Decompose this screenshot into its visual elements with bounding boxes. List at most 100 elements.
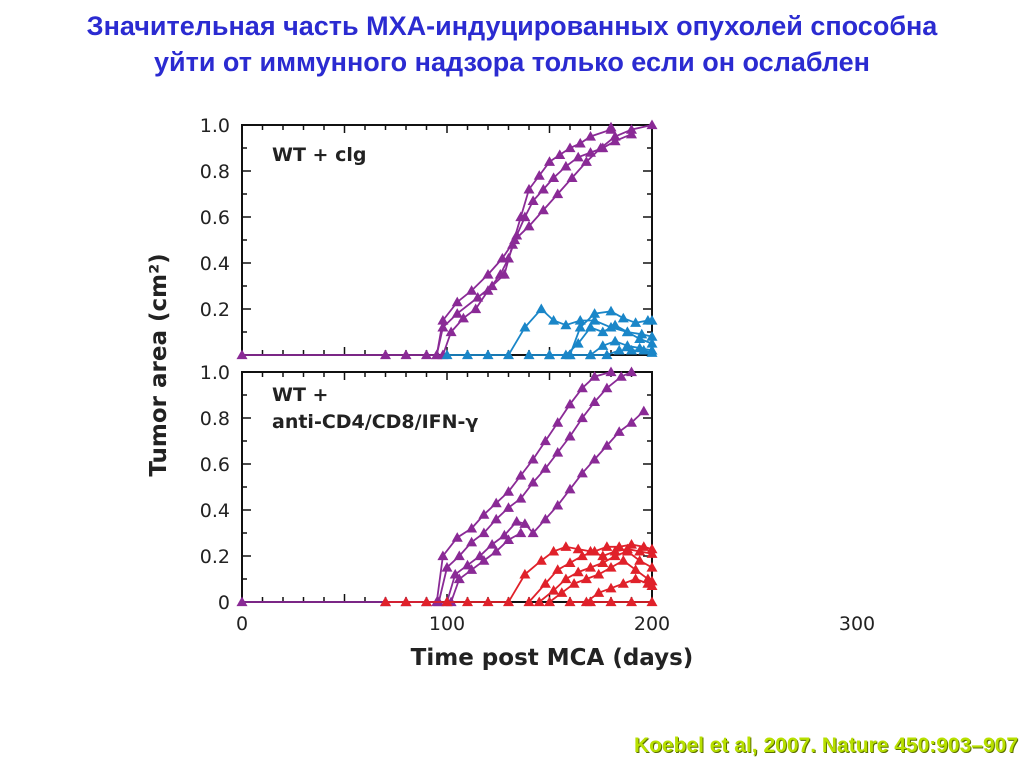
panel-2-series-4-marker (490, 545, 502, 556)
panel-1-series-4-marker (548, 315, 560, 325)
panel-2-series-5-marker (400, 596, 412, 607)
panel-2-series-3-marker (527, 527, 539, 538)
x-tick-label: 100 (429, 613, 465, 635)
panel-1-series-8-marker (638, 344, 650, 355)
panel-2-series-6-marker (523, 596, 535, 607)
panel-1-series-5-marker (589, 308, 601, 318)
panel-2-series-4-marker (515, 527, 527, 538)
panel-2-series-5-marker (548, 545, 560, 556)
panel-1-series-3-marker (511, 229, 523, 240)
panel-2-series-1-marker (490, 497, 502, 508)
panel-1-series-6-marker (544, 349, 555, 360)
panel-2-series-2-marker (466, 536, 478, 547)
panel-2-series-3-marker (626, 417, 637, 427)
panel-2-series-3-marker (589, 453, 601, 464)
panel-2-series-7-marker (560, 573, 572, 584)
x-axis-title: Time post MCA (days) (411, 645, 694, 671)
panel-2-series-6-marker (646, 543, 658, 554)
panel-2-y-tick-label: 0.6 (200, 454, 230, 476)
panel-2-series-2-marker (615, 371, 627, 381)
panel-1-series-1-marker (451, 296, 463, 307)
panel-2-y-tick-label: 0.2 (200, 546, 230, 568)
panel-1-y-tick-label: 0.6 (200, 207, 230, 229)
panel-2-series-9-marker (593, 587, 605, 597)
panel-1-series-1-marker (482, 269, 494, 279)
panel-1-series-1-marker (537, 204, 549, 215)
panel-2-series-3-marker (539, 513, 551, 524)
panel-1-series-1-marker (437, 315, 449, 325)
panel-2-series-3-marker (576, 467, 588, 478)
panel-2-series-10-marker (585, 596, 596, 607)
panel-1-series-2-marker (605, 121, 617, 132)
panel-1-series-3-marker (470, 303, 482, 314)
panel-1-series-4-marker (589, 315, 601, 325)
panel-1-series-4-marker (503, 349, 514, 360)
panel-2-series-9-marker (617, 578, 629, 588)
panel-2-series-7-marker (572, 566, 584, 577)
panel-1-series-7-marker (564, 349, 576, 360)
x-tick-label: 300 (839, 613, 875, 635)
panel-2-series-9-marker (605, 582, 617, 593)
panel-2-series-1-marker (564, 398, 576, 409)
panel-2-series-8-marker (556, 587, 568, 597)
panel-2-series-8-marker (605, 562, 617, 572)
panel-2-series-7-marker (621, 545, 633, 556)
panel-2-series-5-marker (462, 596, 473, 607)
panel-1-series-3-marker (585, 147, 596, 157)
panel-1-series-3-marker (597, 142, 609, 153)
slide-title: Значительная часть МХА-индуцированных оп… (0, 8, 1024, 80)
panel-2-series-4-marker (503, 534, 514, 545)
panel-2-series-6-marker (552, 564, 564, 574)
panel-2-series-1-marker (552, 417, 564, 427)
panel-2-series-8-line (548, 559, 653, 603)
panel-1-series-4-marker (535, 303, 547, 314)
panel-1-series-3-marker (609, 135, 621, 146)
panel-1-series-2-marker (585, 131, 596, 141)
panel-2-series-6-marker (638, 541, 650, 551)
panel-2-series-1-marker (539, 435, 551, 446)
panel-2-series-7-marker (646, 562, 658, 572)
panel-1-label: WT + clg (272, 144, 366, 166)
panel-2-series-3-marker (564, 483, 576, 494)
panel-1-series-5-marker (605, 305, 617, 316)
panel-1-series-2-marker (472, 292, 484, 302)
panel-2-y-tick-label: 0.8 (200, 408, 230, 430)
panel-2-series-1-marker (478, 509, 490, 519)
panel-1-series-4-marker (560, 319, 572, 330)
panel-1-series-2-marker (437, 321, 449, 332)
panel-2-series-5-marker (535, 555, 547, 565)
panel-2-series-1-marker (437, 550, 449, 561)
panel-2-series-7-line (538, 550, 653, 603)
panel-2-series-8-marker (580, 573, 592, 584)
panel-1-y-tick-label: 0.2 (200, 299, 230, 321)
y-axis-title: Tumor area (cm²) (146, 253, 172, 476)
panel-2-series-5-marker (441, 596, 453, 607)
panel-1-series-8-marker (646, 347, 658, 357)
panel-2-series-3-marker (638, 405, 650, 416)
slide-title-line-2: уйти от иммунного надзора только если он… (154, 47, 870, 77)
panel-1-series-1-marker (421, 349, 432, 360)
panel-2-series-2-marker (552, 447, 564, 457)
panel-1-series-1-marker (566, 172, 578, 183)
panel-2-series-5-marker (482, 596, 494, 607)
panel-1-series-7-marker (597, 340, 609, 350)
panel-2-series-1-marker (589, 371, 601, 381)
panel-1-series-1-marker (646, 119, 658, 130)
panel-1-series-4-marker (482, 349, 494, 360)
panel-1-series-1-marker (466, 285, 478, 295)
panel-1-series-1-marker (523, 220, 535, 231)
panel-2-series-9-marker (630, 573, 642, 584)
panel-1-series-3-marker (572, 151, 584, 162)
panel-1-series-2-marker (564, 142, 576, 153)
panel-1-series-2-marker (554, 149, 566, 160)
panel-1-series-3-marker (527, 195, 539, 206)
panel-1-series-5-marker (646, 315, 658, 325)
panel-1-series-7-marker (609, 335, 621, 346)
panel-2-series-6-marker (601, 541, 613, 551)
panel-2-series-8-marker (617, 555, 629, 565)
panel-1-series-2-marker (507, 239, 519, 249)
panel-2-series-9-marker (646, 580, 658, 591)
panel-2-y-tick-label: 0 (218, 592, 230, 614)
panel-1-series-4-marker (441, 349, 453, 360)
panel-2-series-2-marker (441, 562, 453, 572)
